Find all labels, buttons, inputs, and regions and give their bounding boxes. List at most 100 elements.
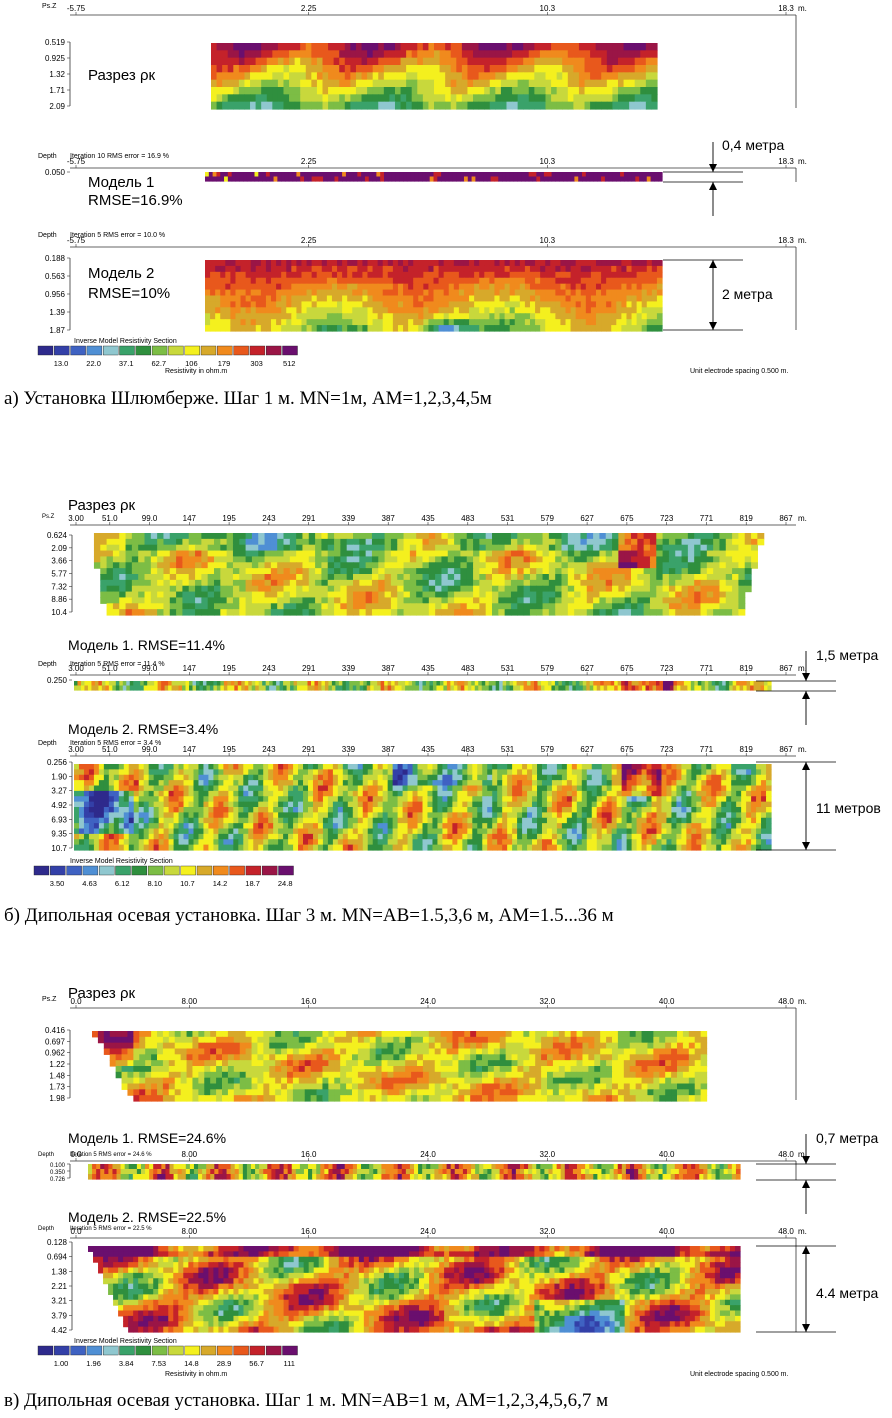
section-cell — [614, 681, 619, 687]
tick-label: 387 — [382, 514, 396, 523]
section-cell — [239, 172, 244, 178]
section-cell — [621, 313, 628, 320]
section-cell — [224, 172, 229, 178]
section-cell — [462, 774, 468, 781]
section-cell — [400, 87, 407, 95]
section-cell — [193, 769, 200, 776]
section-cell — [265, 265, 272, 273]
section-cell — [383, 50, 390, 59]
section-cell — [201, 533, 209, 540]
section-cell — [700, 544, 708, 552]
section-cell — [245, 568, 253, 575]
section-cell — [228, 790, 234, 797]
section-cell — [417, 72, 424, 81]
section-cell — [649, 556, 657, 563]
section-cell — [293, 774, 299, 781]
section-cell — [93, 769, 100, 776]
section-cell — [641, 307, 648, 314]
section-cell — [353, 172, 358, 178]
section-cell — [681, 769, 687, 776]
section-cell — [435, 579, 443, 587]
section-cell — [510, 533, 518, 540]
section-cell — [523, 533, 531, 540]
section-cell — [144, 538, 152, 546]
section-cell — [589, 172, 595, 178]
section-cell — [233, 774, 239, 781]
section-cell — [624, 585, 632, 593]
section-cell — [439, 87, 446, 95]
section-cell — [365, 585, 373, 593]
section-cell — [641, 277, 648, 285]
section-cell — [409, 533, 417, 540]
section-cell — [435, 597, 443, 604]
section-cell — [163, 538, 171, 546]
section-cell — [473, 597, 480, 604]
section-cell — [423, 319, 430, 326]
section-cell — [536, 556, 544, 563]
section-cell — [235, 313, 242, 320]
section-cell — [228, 769, 234, 776]
section-cell — [634, 57, 641, 66]
section-cell — [342, 769, 349, 776]
section-cell — [601, 43, 608, 51]
section-cell — [371, 538, 379, 546]
section-cell — [492, 603, 499, 610]
section-cell — [372, 277, 379, 285]
section-cell — [732, 568, 740, 575]
section-cell — [353, 556, 360, 563]
section-cell — [687, 591, 695, 599]
section-cell — [597, 172, 602, 178]
section-cell — [656, 780, 663, 787]
section-cell — [713, 603, 721, 610]
section-cell — [506, 72, 513, 81]
section-cell — [529, 265, 536, 273]
section-cell — [646, 271, 653, 279]
section-cell — [418, 301, 424, 308]
section-cell — [218, 774, 224, 781]
section-cell — [213, 764, 219, 770]
section-cell — [214, 562, 221, 569]
section-cell — [540, 265, 546, 273]
section-cell — [649, 681, 654, 687]
section-cell — [203, 764, 210, 770]
section-cell — [741, 774, 747, 781]
depth-label: 1.39 — [49, 308, 65, 317]
section-cell — [293, 764, 299, 770]
section-cell — [616, 301, 622, 308]
section-cell — [719, 597, 727, 604]
section-cell — [445, 57, 452, 66]
section-cell — [311, 50, 318, 59]
section-cell — [474, 283, 480, 291]
section-cell — [178, 764, 185, 770]
section-cell — [261, 101, 268, 110]
section-cell — [732, 609, 740, 616]
section-cell — [291, 295, 297, 303]
section-cell — [623, 72, 630, 81]
section-cell — [372, 43, 379, 51]
section-cell — [397, 325, 404, 332]
section-cell — [245, 579, 253, 587]
section-cell — [681, 544, 689, 552]
section-cell — [272, 94, 279, 103]
section-cell — [245, 301, 252, 308]
section-cell — [696, 764, 702, 770]
section-cell — [523, 57, 530, 66]
section-cell — [158, 774, 165, 781]
section-cell — [561, 556, 569, 563]
section-cell — [422, 172, 427, 178]
section-cell — [506, 685, 511, 691]
section-cell — [539, 65, 547, 73]
section-cell — [605, 585, 613, 593]
section-cell — [157, 562, 165, 569]
section-cell — [88, 774, 95, 781]
section-cell — [144, 550, 152, 558]
section-cell — [291, 301, 297, 308]
section-cell — [479, 591, 487, 599]
section-cell — [382, 780, 389, 787]
section-cell — [584, 57, 591, 66]
section-cell — [296, 550, 304, 558]
section-cell — [443, 681, 448, 687]
section-cell — [590, 295, 597, 303]
section-cell — [168, 790, 175, 797]
section-cell — [499, 685, 504, 691]
